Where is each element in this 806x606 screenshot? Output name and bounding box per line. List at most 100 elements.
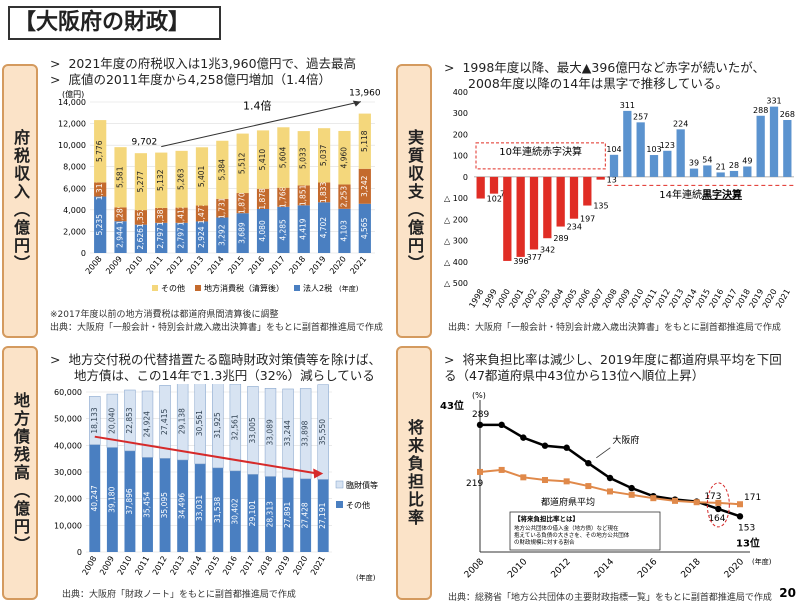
bar-segment <box>236 213 249 253</box>
bar-segment <box>114 207 127 222</box>
growth-annotation: 1.4倍 <box>243 99 271 113</box>
bar-segment <box>256 130 270 189</box>
x-tick-label: 2021 <box>309 555 327 577</box>
p4-source: 出典：総務省「地方公共団体の主要財政指標一覧」をもとに副首都推進局で作成 <box>448 593 772 603</box>
data-label: 4,419 <box>299 218 308 240</box>
data-label: 28,313 <box>266 501 275 527</box>
data-label: 34,496 <box>178 493 187 519</box>
data-label: 37,896 <box>125 488 134 514</box>
legend-label: 地方消費税（清算後） <box>204 283 284 293</box>
legend-label: 法人2税 <box>303 283 332 293</box>
surplus-label: 14年連続黒字決算 <box>659 188 742 201</box>
p3-bullet-1: > 地方交付税の代替措置たる臨時財政対策債等を除けば、 <box>50 352 381 367</box>
data-label: 27,428 <box>301 502 310 528</box>
data-point <box>498 421 505 429</box>
bar-segment <box>159 385 171 459</box>
data-label: 5,604 <box>278 147 287 169</box>
data-label: 5,384 <box>217 159 226 181</box>
data-label: 2,253 <box>339 186 348 208</box>
data-point <box>650 495 657 502</box>
data-point <box>520 474 527 481</box>
bar <box>503 176 512 261</box>
data-label: 39,180 <box>107 486 116 512</box>
bar-segment <box>114 147 127 208</box>
bar <box>529 176 539 250</box>
bar-segment <box>177 460 189 552</box>
data-label: 224 <box>673 119 688 128</box>
x-tick-label: 2016 <box>636 557 659 580</box>
data-label: 5,118 <box>360 130 369 152</box>
point-label-end-osaka: 153 <box>738 523 755 533</box>
x-tick-label: 2018 <box>256 555 274 577</box>
data-label: 1,878 <box>258 188 267 210</box>
x-tick-label: 2013 <box>186 255 206 276</box>
bar-segment <box>155 222 168 253</box>
bar-segment <box>195 147 209 206</box>
decline-arrow <box>94 435 318 475</box>
bar-segment <box>195 205 209 222</box>
x-tick-label: 2009 <box>104 255 124 276</box>
bar <box>649 155 659 177</box>
bar-segment <box>175 207 188 223</box>
data-label: 5,512 <box>238 152 247 174</box>
legend-swatch <box>294 285 300 291</box>
bar-segment <box>256 208 270 253</box>
data-label: 4,702 <box>319 217 328 239</box>
definition-line: の財政規模に対する割合 <box>514 538 575 546</box>
data-label: 18,133 <box>90 407 99 433</box>
bar-segment <box>159 458 171 552</box>
bar <box>636 122 645 177</box>
y-tick-label: 0 <box>81 249 86 258</box>
data-label: 4,103 <box>339 220 348 242</box>
p2-bullet-2: 2008年度以降の14年は黒字で推移している。 <box>468 76 728 91</box>
bar-segment <box>124 389 136 452</box>
data-label: 2,626 <box>136 228 145 250</box>
bar <box>756 115 765 177</box>
bar-segment <box>282 477 294 552</box>
bar-segment <box>134 210 147 225</box>
data-label: 33,244 <box>283 420 292 446</box>
data-label: 32,561 <box>230 414 239 440</box>
data-label: 33,089 <box>266 419 275 445</box>
bar-segment <box>194 384 206 465</box>
x-tick-label: 2012 <box>151 555 169 577</box>
bar-segment <box>358 203 371 253</box>
data-label: 342 <box>540 245 555 254</box>
data-label: 1,851 <box>299 184 308 206</box>
point-label-mid-avg: 173 <box>704 492 721 502</box>
bar-segment <box>155 207 168 223</box>
bar-segment <box>142 457 153 552</box>
data-label: 104 <box>606 145 621 154</box>
bar <box>623 110 632 177</box>
p4-bullet-1: > 将来負担比率は減少し、2019年度に都道府県平均を下回 <box>444 352 782 367</box>
x-tick-label: 2016 <box>247 255 267 276</box>
bar <box>689 168 699 177</box>
data-label: 1,477 <box>197 203 206 225</box>
x-tick-label: 2009 <box>98 555 116 577</box>
point-label-end-avg: 171 <box>744 493 761 503</box>
data-label: 288 <box>753 106 768 115</box>
data-label: 268 <box>780 110 795 119</box>
bar-segment <box>317 479 329 552</box>
rank-start: 43位 <box>440 399 464 412</box>
p1-note-1: ※2017年度以前の地方消費税は都道府県間清算後に調整 <box>50 310 279 320</box>
bar-segment <box>300 478 312 552</box>
data-label: 1,352 <box>136 206 145 228</box>
y-axis-unit: (%) <box>472 391 486 400</box>
bar-segment <box>89 396 101 445</box>
definition-box <box>509 511 661 551</box>
data-point <box>737 501 743 508</box>
bar-segment <box>317 384 329 480</box>
data-label: 1,311 <box>95 179 104 201</box>
data-point <box>693 499 700 506</box>
bar <box>729 170 739 177</box>
bar <box>556 176 565 227</box>
x-tick-label: 2010 <box>506 557 529 580</box>
data-point <box>585 483 592 490</box>
bar-segment <box>134 153 147 211</box>
legend-swatch <box>195 285 201 291</box>
data-label: 30,402 <box>230 498 239 524</box>
data-label: 5,401 <box>197 165 206 187</box>
bar-segment <box>229 470 241 552</box>
